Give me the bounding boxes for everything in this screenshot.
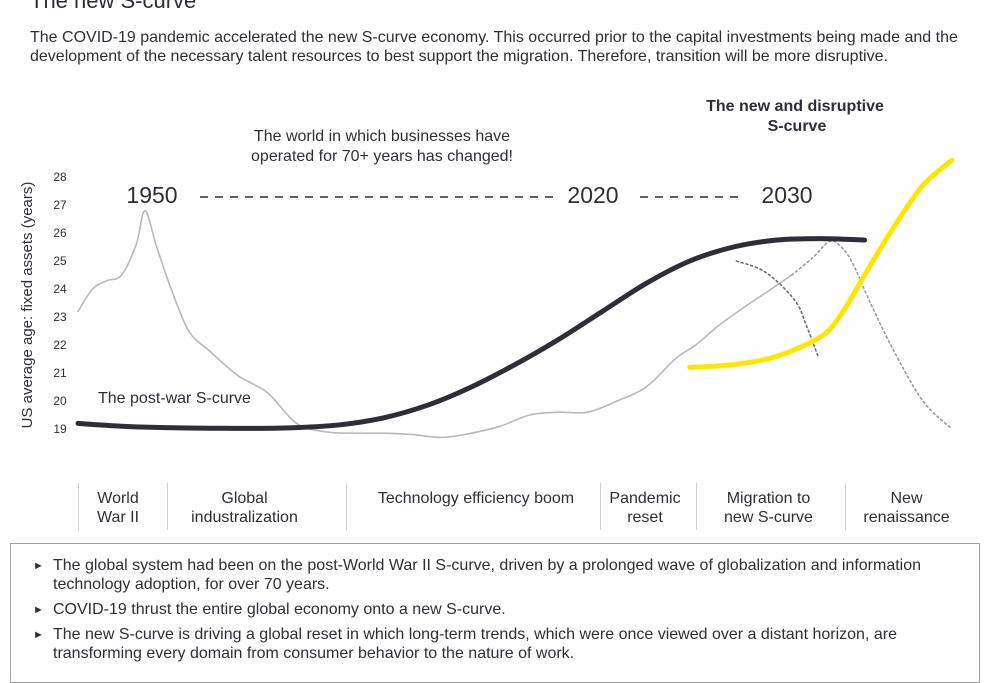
era-label: renaissance: [863, 509, 950, 526]
year-1950-label: 1950: [126, 182, 177, 208]
key-point: ► The new S-curve is driving a global re…: [31, 625, 963, 663]
era-label: Global: [221, 490, 268, 507]
key-point: ► COVID-19 thrust the entire global econ…: [31, 600, 963, 619]
intro-paragraph: The COVID-19 pandemic accelerated the ne…: [30, 29, 958, 65]
pandemic-decline-dotted-line: [735, 260, 819, 357]
era-migration: Migration to new S-curve: [696, 483, 841, 530]
era-pandemic-reset: Pandemic reset: [600, 483, 690, 530]
era-timeline: World War II Global industralization Tec…: [78, 483, 968, 530]
year-2020-label: 2020: [567, 182, 618, 208]
y-axis-label: US average age: fixed assets (years): [19, 182, 36, 429]
projected-age-dotted-line: [791, 240, 953, 430]
world-annotation-line2: operated for 70+ years has changed!: [251, 148, 513, 165]
year-2030-label: 2030: [761, 182, 812, 208]
era-label: Pandemic: [609, 490, 681, 507]
y-tick-label: 20: [53, 394, 67, 408]
era-label: new S-curve: [724, 509, 813, 526]
y-tick-label: 24: [53, 282, 67, 296]
y-axis: 28 27 26 25 24 23 22 21 20 19: [53, 170, 67, 436]
key-points-box: ► The global system had been on the post…: [10, 543, 980, 683]
bullet-arrow-icon: ►: [33, 629, 44, 641]
post-war-s-curve-line: [75, 236, 868, 431]
era-label: War II: [96, 509, 140, 526]
era-label: New: [890, 490, 923, 507]
y-tick-label: 19: [53, 422, 67, 436]
new-s-curve-line: [687, 157, 955, 370]
era-technology-boom: Technology efficiency boom: [346, 483, 606, 530]
era-global-industrialization: Global industralization: [167, 483, 322, 530]
era-divider: [346, 483, 347, 530]
era-divider: [600, 483, 601, 530]
key-point-text: The global system had been on the post-W…: [53, 557, 922, 593]
y-tick-label: 25: [53, 254, 67, 268]
fixed-assets-age-line: [77, 209, 793, 439]
y-tick-label: 22: [53, 338, 67, 352]
page-title: The new S-curve: [30, 0, 197, 13]
era-divider: [845, 483, 846, 530]
era-label: industralization: [191, 509, 298, 526]
bullet-arrow-icon: ►: [33, 560, 44, 572]
key-point-text: COVID-19 thrust the entire global econom…: [53, 601, 506, 618]
new-curve-label-line1: The new and disruptive: [706, 98, 884, 115]
y-tick-label: 27: [53, 198, 67, 212]
era-divider: [696, 483, 697, 530]
y-tick-label: 23: [53, 310, 67, 324]
curves: [75, 157, 955, 439]
era-new-renaissance: New renaissance: [845, 483, 968, 530]
new-curve-label-line2: S-curve: [768, 118, 827, 135]
world-annotation-line1: The world in which businesses have: [254, 128, 510, 145]
y-tick-label: 26: [53, 226, 67, 240]
post-war-curve-label: The post-war S-curve: [98, 390, 251, 407]
era-divider: [167, 483, 168, 530]
y-tick-label: 21: [53, 366, 67, 380]
era-world-war-ii: World War II: [78, 483, 158, 530]
era-label: Technology efficiency boom: [377, 490, 575, 507]
era-label: World: [97, 490, 139, 507]
key-point-text: The new S-curve is driving a global rese…: [53, 626, 897, 662]
y-tick-label: 28: [53, 170, 67, 184]
era-label: reset: [627, 509, 663, 526]
key-point: ► The global system had been on the post…: [31, 556, 963, 594]
s-curve-chart: 28 27 26 25 24 23 22 21 20 19 US average age: fix…: [19, 98, 955, 439]
era-divider: [78, 483, 79, 530]
bullet-arrow-icon: ►: [33, 604, 44, 616]
era-label: Migration to: [726, 490, 811, 507]
